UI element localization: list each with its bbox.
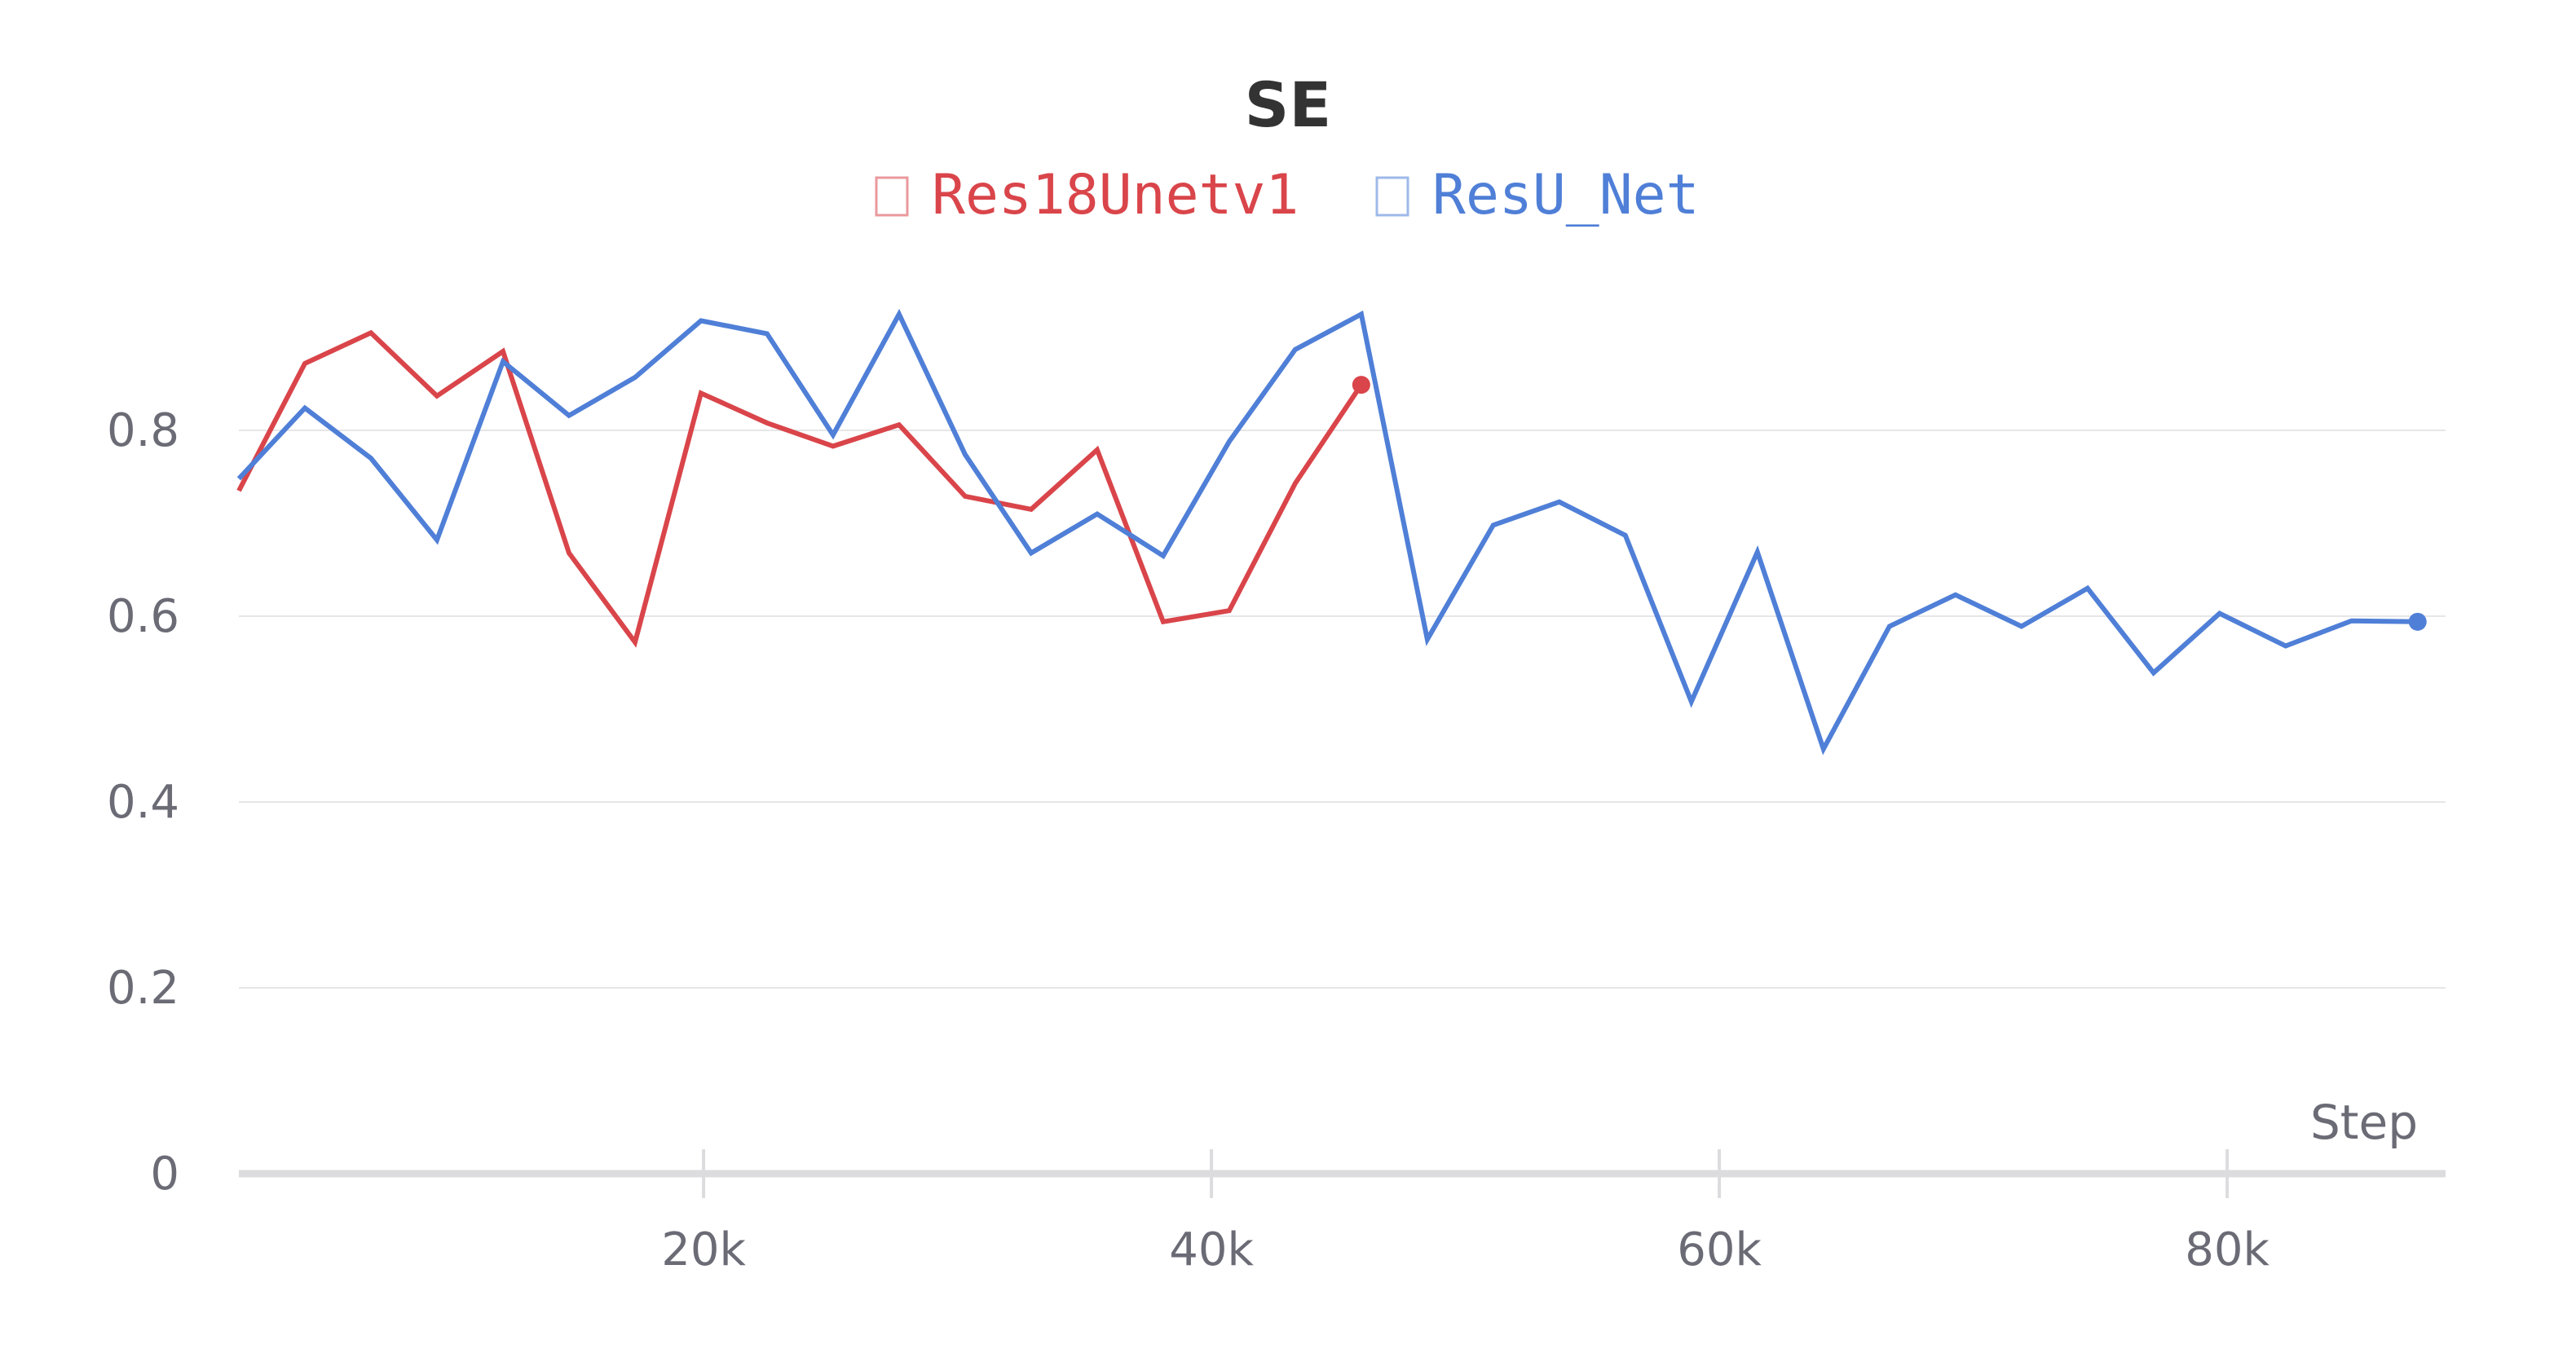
legend-item-1[interactable]: ResU_Net bbox=[1375, 163, 1700, 227]
y-tick-label: 0.8 bbox=[107, 404, 179, 457]
legend[interactable]: Res18Unetv1 ResU_Net bbox=[875, 163, 1700, 227]
series-line-1 bbox=[236, 308, 2418, 756]
legend-label: Res18Unetv1 bbox=[932, 163, 1299, 227]
plot-area bbox=[236, 308, 2427, 756]
series-endpoint-marker bbox=[1352, 376, 1370, 394]
axes: 0 0.2 0.4 0.6 0.8 20k 40k 60k 80k bbox=[107, 404, 2446, 1276]
legend-swatch bbox=[1375, 176, 1409, 217]
legend-item-0[interactable]: Res18Unetv1 bbox=[875, 163, 1299, 227]
x-tick-label: 60k bbox=[1677, 1223, 1762, 1276]
y-tick-label: 0.4 bbox=[107, 776, 179, 829]
y-tick-label: 0.2 bbox=[107, 962, 179, 1015]
y-tick-label: 0.6 bbox=[107, 590, 179, 643]
series-line-0 bbox=[236, 329, 1364, 648]
gridlines bbox=[239, 430, 2446, 989]
x-tick-label: 40k bbox=[1169, 1223, 1254, 1276]
legend-swatch bbox=[875, 176, 909, 217]
x-tick-label: 80k bbox=[2185, 1223, 2269, 1276]
chart-title: SE bbox=[1245, 68, 1332, 141]
legend-label: ResU_Net bbox=[1432, 163, 1700, 227]
x-axis-title: Step bbox=[2310, 1095, 2418, 1150]
series-endpoint-marker bbox=[2408, 612, 2427, 631]
y-tick-label: 0 bbox=[150, 1148, 179, 1201]
x-tick-label: 20k bbox=[661, 1223, 746, 1276]
